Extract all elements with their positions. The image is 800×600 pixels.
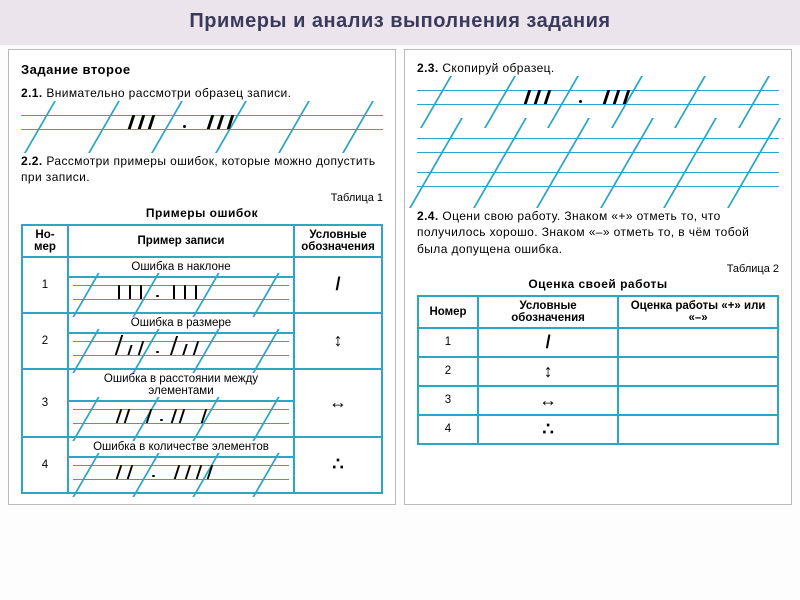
para-2-1: 2.1. Внимательно рассмотри образец запис… (21, 85, 383, 101)
table-row: 1/ (418, 328, 778, 357)
grade-cell[interactable] (618, 328, 778, 357)
para-2-2-text: Рассмотри примеры ошибок, которые можно … (21, 154, 376, 184)
row-number: 4 (418, 415, 478, 444)
para-2-3-text: Скопируй образец. (442, 61, 554, 75)
title-bar: Примеры и анализ выполнения задания (0, 0, 800, 45)
left-column: Задание второе 2.1. Внимательно рассмотр… (8, 49, 396, 505)
page-body: Задание второе 2.1. Внимательно рассмотр… (0, 45, 800, 513)
symbol-cell: ↔ (294, 369, 382, 437)
symbol-cell: ∴ (294, 437, 382, 493)
table2-caption: Таблица 2 (417, 263, 779, 275)
col-header-num: Номер (418, 296, 478, 328)
row-number: 2 (22, 313, 68, 369)
table-row: 4∴ (418, 415, 778, 444)
grade-cell[interactable] (618, 415, 778, 444)
col-header-num: Но- мер (22, 225, 68, 257)
col-header-symbol: Условные обозначения (294, 225, 382, 257)
error-label: Ошибка в наклоне (68, 257, 294, 277)
symbol-cell: ∴ (478, 415, 618, 444)
row-number: 1 (418, 328, 478, 357)
writing-sample-cell (68, 401, 294, 437)
table-row: 4Ошибка в количестве элементов∴ (22, 437, 382, 457)
symbol-cell: ↕ (294, 313, 382, 369)
para-2-2-num: 2.2. (21, 154, 43, 168)
table2-title: Оценка своей работы (417, 277, 779, 291)
table-row: 2Ошибка в размере↕ (22, 313, 382, 333)
task-heading: Задание второе (21, 62, 383, 77)
grade-cell[interactable] (618, 386, 778, 415)
para-2-4: 2.4. Оцени свою работу. Знаком «+» отмет… (417, 208, 779, 257)
col-header-grade: Оценка работы «+» или «–» (618, 296, 778, 328)
col-header-sample: Пример записи (68, 225, 294, 257)
para-2-4-num: 2.4. (417, 209, 439, 223)
row-number: 3 (418, 386, 478, 415)
error-label: Ошибка в размере (68, 313, 294, 333)
page-title: Примеры и анализ выполнения задания (0, 10, 800, 33)
col-header-symbol: Условные обозначения (478, 296, 618, 328)
row-number: 2 (418, 357, 478, 386)
table-row: 2↕ (418, 357, 778, 386)
symbol-cell: / (294, 257, 382, 313)
symbol-cell: ↔ (478, 386, 618, 415)
symbol-cell: ↕ (478, 357, 618, 386)
para-2-3: 2.3. Скопируй образец. (417, 60, 779, 76)
para-2-1-num: 2.1. (21, 86, 43, 100)
symbol-cell: / (478, 328, 618, 357)
row-number: 1 (22, 257, 68, 313)
table-row: 1Ошибка в наклоне/ (22, 257, 382, 277)
copy-sample-line (417, 82, 779, 122)
para-2-4-text: Оцени свою работу. Знаком «+» отметь то,… (417, 209, 749, 255)
para-2-1-text: Внимательно рассмотри образец записи. (46, 86, 291, 100)
table1-title: Примеры ошибок (21, 206, 383, 220)
sample-writing-line (21, 107, 383, 147)
grade-cell[interactable] (618, 357, 778, 386)
table-errors: Но- мер Пример записи Условные обозначен… (21, 224, 383, 494)
table-row: Номер Условные обозначения Оценка работы… (418, 296, 778, 328)
table-row: 3Ошибка в расстоянии между элементами↔ (22, 369, 382, 401)
blank-writing-lines (417, 128, 779, 198)
row-number: 3 (22, 369, 68, 437)
para-2-3-num: 2.3. (417, 61, 439, 75)
row-number: 4 (22, 437, 68, 493)
table-row: Но- мер Пример записи Условные обозначен… (22, 225, 382, 257)
error-label: Ошибка в расстоянии между элементами (68, 369, 294, 401)
table-row: 3↔ (418, 386, 778, 415)
error-label: Ошибка в количестве элементов (68, 437, 294, 457)
writing-sample-cell (68, 277, 294, 313)
writing-sample-cell (68, 333, 294, 369)
right-column: 2.3. Скопируй образец. 2.4. Оцени свою р… (404, 49, 792, 505)
writing-sample-cell (68, 457, 294, 493)
para-2-2: 2.2. Рассмотри примеры ошибок, которые м… (21, 153, 383, 185)
table1-caption: Таблица 1 (21, 192, 383, 204)
table-self-grade: Номер Условные обозначения Оценка работы… (417, 295, 779, 445)
